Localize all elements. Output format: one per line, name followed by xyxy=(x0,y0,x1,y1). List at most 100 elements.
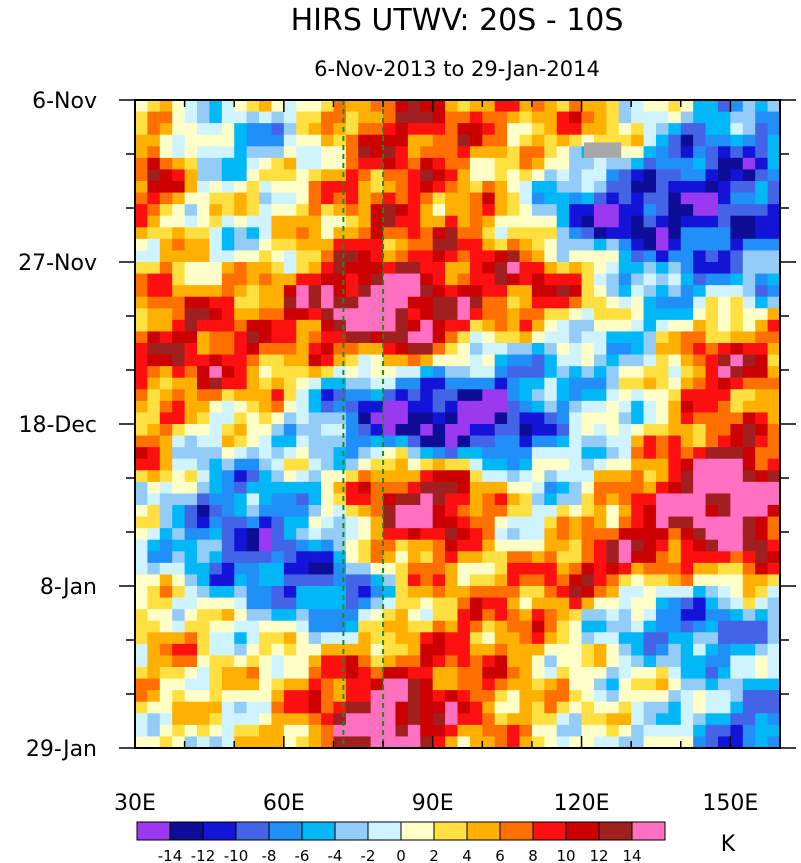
colorbar-label: -8 xyxy=(262,847,277,863)
heatmap-cell xyxy=(730,574,744,587)
heatmap-cell xyxy=(680,562,694,576)
heatmap-cell xyxy=(407,447,421,460)
heatmap-cell xyxy=(420,250,434,263)
heatmap-cell xyxy=(283,609,297,622)
heatmap-cell xyxy=(544,435,558,448)
heatmap-cell xyxy=(358,181,372,194)
heatmap-cell xyxy=(569,713,583,726)
heatmap-cell xyxy=(345,667,359,680)
heatmap-cell xyxy=(172,111,186,124)
heatmap-cell xyxy=(742,123,756,136)
heatmap-cell xyxy=(556,632,570,645)
heatmap-cell xyxy=(383,551,397,564)
heatmap-cell xyxy=(234,227,248,240)
heatmap-cell xyxy=(556,192,570,205)
heatmap-cell xyxy=(432,204,446,217)
heatmap-cell xyxy=(358,146,372,159)
heatmap-cell xyxy=(333,296,347,309)
heatmap-cell xyxy=(618,678,632,691)
heatmap-cell xyxy=(383,169,397,182)
heatmap-cell xyxy=(445,586,459,599)
heatmap-cell xyxy=(507,424,521,437)
heatmap-cell xyxy=(606,343,620,356)
heatmap-cell xyxy=(432,643,446,657)
heatmap-cell xyxy=(519,493,533,506)
heatmap-cell xyxy=(705,412,719,425)
heatmap-cell xyxy=(432,528,446,541)
heatmap-cell xyxy=(147,227,161,240)
heatmap-cell xyxy=(432,493,446,506)
heatmap-cell xyxy=(717,250,731,263)
heatmap-cell xyxy=(345,435,359,448)
heatmap-cell xyxy=(333,539,347,552)
heatmap-cell xyxy=(705,204,719,217)
heatmap-cell xyxy=(730,724,744,738)
heatmap-cell xyxy=(333,262,347,275)
heatmap-cell xyxy=(172,724,186,738)
heatmap-cell xyxy=(469,528,483,541)
heatmap-cell xyxy=(370,157,384,171)
heatmap-cell xyxy=(730,215,744,228)
heatmap-cell xyxy=(147,736,161,748)
heatmap-cell xyxy=(680,354,694,367)
heatmap-cell xyxy=(209,447,223,460)
heatmap-cell xyxy=(234,377,248,390)
heatmap-cell xyxy=(494,620,508,633)
heatmap-cell xyxy=(631,481,645,495)
heatmap-cell xyxy=(631,331,645,344)
heatmap-cell xyxy=(618,551,632,564)
heatmap-cell xyxy=(147,412,161,425)
heatmap-cell xyxy=(569,157,583,171)
heatmap-cell xyxy=(197,458,211,471)
heatmap-cell xyxy=(643,123,657,136)
heatmap-cell xyxy=(767,412,780,425)
heatmap-cell xyxy=(234,678,248,691)
colorbar-label: -10 xyxy=(224,847,249,863)
heatmap-cell xyxy=(767,262,780,275)
heatmap-cell xyxy=(556,181,570,194)
heatmap-cell xyxy=(259,447,273,460)
heatmap-cell xyxy=(569,574,583,587)
heatmap-cell xyxy=(184,539,198,552)
heatmap-cell xyxy=(432,713,446,726)
heatmap-cell xyxy=(717,296,731,309)
heatmap-cell xyxy=(296,528,310,541)
heatmap-cell xyxy=(333,215,347,228)
heatmap-cell xyxy=(135,493,148,506)
colorbar-label: 8 xyxy=(528,847,538,863)
heatmap-cell xyxy=(643,424,657,437)
heatmap-cell xyxy=(643,516,657,529)
heatmap-cell xyxy=(259,377,273,390)
heatmap-cell xyxy=(618,111,632,124)
heatmap-cell xyxy=(531,169,545,182)
heatmap-cell xyxy=(494,458,508,471)
heatmap-cell xyxy=(383,412,397,425)
heatmap-cell xyxy=(246,505,260,518)
heatmap-cell xyxy=(717,643,731,657)
heatmap-cell xyxy=(383,273,397,286)
heatmap-cell xyxy=(333,551,347,564)
heatmap-cell xyxy=(321,574,335,587)
heatmap-cell xyxy=(383,458,397,471)
heatmap-cell xyxy=(345,736,359,748)
heatmap-cell xyxy=(531,493,545,506)
heatmap-cell xyxy=(383,331,397,344)
heatmap-cell xyxy=(370,713,384,726)
heatmap-cell xyxy=(581,551,595,564)
heatmap-cell xyxy=(717,181,731,194)
heatmap-cell xyxy=(680,435,694,448)
heatmap-cell xyxy=(308,366,322,379)
heatmap-cell xyxy=(296,678,310,691)
heatmap-cell xyxy=(197,505,211,518)
heatmap-cell xyxy=(308,296,322,309)
heatmap-cell xyxy=(197,308,211,321)
heatmap-cell xyxy=(680,111,694,124)
heatmap-cell xyxy=(333,690,347,703)
heatmap-cell xyxy=(742,285,756,298)
heatmap-cell xyxy=(581,701,595,714)
heatmap-cell xyxy=(370,285,384,298)
heatmap-cell xyxy=(531,505,545,518)
heatmap-cell xyxy=(308,227,322,240)
heatmap-cell xyxy=(469,539,483,552)
heatmap-cell xyxy=(469,111,483,124)
